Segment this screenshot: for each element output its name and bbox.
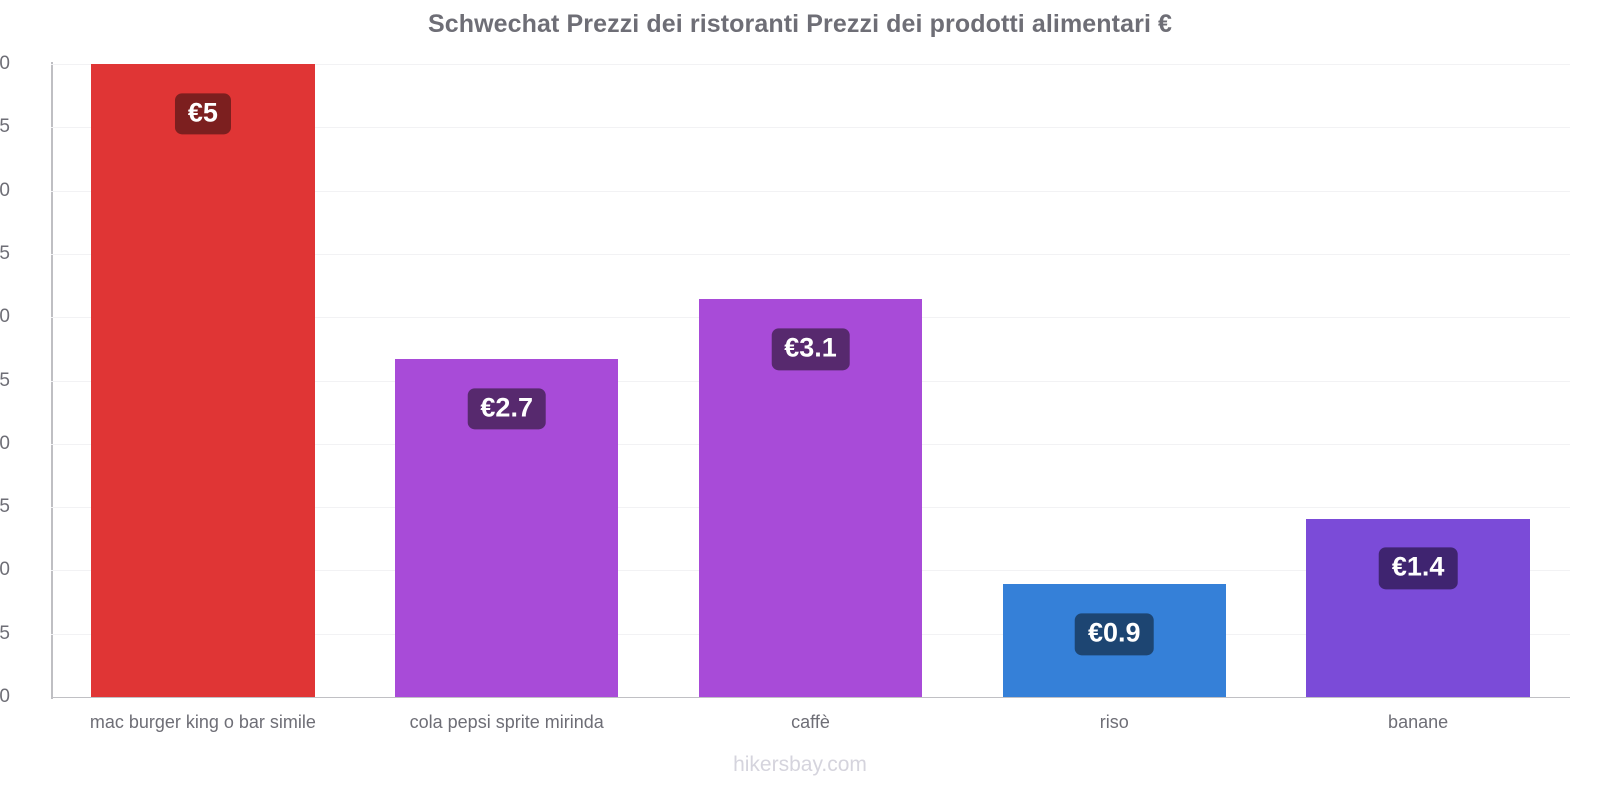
x-axis-tick-label-3: caffè <box>791 712 830 732</box>
y-axis-tick-label: 3.5 <box>0 242 10 264</box>
gridline <box>51 127 1570 129</box>
gridline <box>51 253 1570 255</box>
y-axis-tick-label: 4.0 <box>0 179 10 201</box>
bar-1[interactable] <box>91 64 315 697</box>
gridline <box>51 697 1570 698</box>
watermark-label: hikersbay.com <box>733 753 867 776</box>
y-axis-tick-label: 2.5 <box>0 369 10 391</box>
x-axis-tick-label-1: mac burger king o bar simile <box>89 712 316 732</box>
x-axis-tick-label-2: cola pepsi sprite mirinda <box>409 712 604 732</box>
y-axis-tick-label: 3.0 <box>0 306 10 328</box>
chart-title: Schwechat Prezzi dei ristoranti Prezzi d… <box>427 10 1173 38</box>
y-axis-tick-label: 0 <box>0 686 10 707</box>
y-axis-tick-label: 1.0 <box>0 559 10 581</box>
x-axis-tick-label-5: banane <box>1388 712 1449 732</box>
y-axis-tick-label: 1.5 <box>0 496 10 518</box>
y-axis-tick-label: 5.0 <box>0 53 10 74</box>
gridline <box>51 64 1570 65</box>
y-axis-tick-label: 2.0 <box>0 432 10 454</box>
bar-value-label-1: €5 <box>174 93 231 135</box>
bar-value-label-3: €3.1 <box>771 328 850 371</box>
gridline <box>51 190 1570 192</box>
bar-5[interactable] <box>1306 518 1530 697</box>
bar-value-label-5: €1.4 <box>1378 547 1458 590</box>
plot-area: 0 0.5 1.0 1.5 2.0 2.5 3.0 3.5 4.0 4.5 5.0 €5 €2.7 €3… <box>0 53 1570 707</box>
bar-value-label-2: €2.7 <box>467 388 546 430</box>
y-axis-tick-label: 0.5 <box>0 622 10 644</box>
y-axis-tick-label: 4.5 <box>0 116 10 138</box>
x-axis-tick-label-4: riso <box>1099 712 1129 732</box>
bar-value-label-4: €0.9 <box>1075 613 1154 655</box>
